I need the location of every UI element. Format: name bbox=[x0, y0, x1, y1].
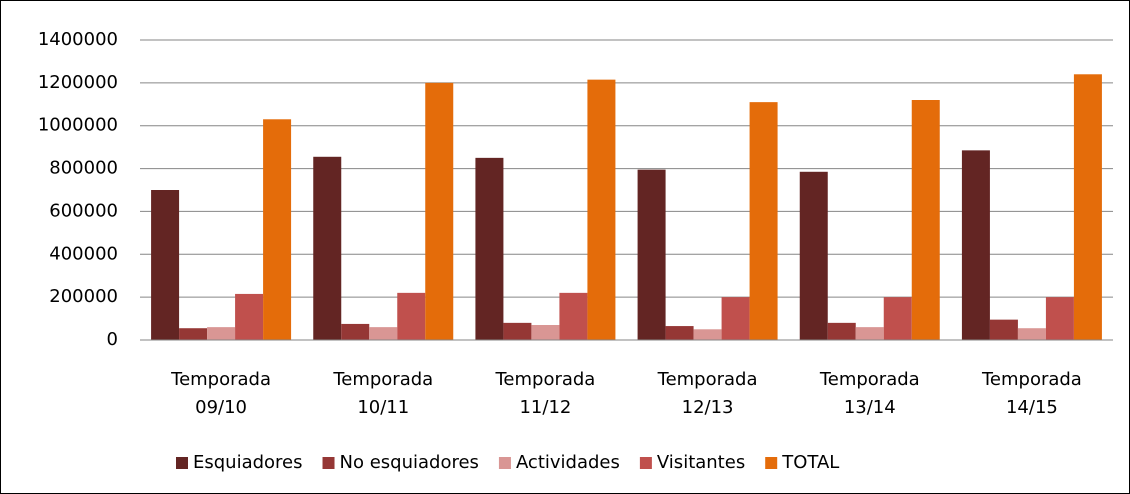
bar bbox=[503, 322, 532, 340]
y-tick-label: 400000 bbox=[49, 243, 118, 264]
bar bbox=[961, 150, 990, 340]
legend-label: Visitantes bbox=[657, 452, 745, 473]
legend-swatch bbox=[765, 457, 778, 469]
y-tick-label: 1200000 bbox=[38, 72, 118, 93]
bar bbox=[425, 82, 454, 340]
bar bbox=[341, 323, 370, 340]
legend-label: Esquiadores bbox=[193, 452, 303, 473]
bar bbox=[693, 329, 722, 340]
x-tick-label: Temporada 14/15 bbox=[981, 369, 1082, 418]
bar bbox=[559, 292, 588, 340]
bar bbox=[263, 119, 292, 341]
x-tick-label: Temporada 11/12 bbox=[494, 369, 595, 418]
bar bbox=[397, 292, 426, 340]
y-tick-label: 0 bbox=[107, 329, 118, 350]
bar bbox=[587, 79, 616, 341]
x-tick-label: Temporada 09/10 bbox=[170, 369, 271, 418]
x-tick-label: Temporada 10/11 bbox=[332, 369, 433, 418]
y-tick-label: 200000 bbox=[49, 286, 118, 307]
bar bbox=[207, 327, 236, 340]
bar bbox=[369, 327, 398, 340]
legend-label: TOTAL bbox=[781, 452, 839, 473]
bar bbox=[235, 293, 264, 340]
bar bbox=[799, 171, 828, 340]
y-tick-label: 1000000 bbox=[38, 115, 118, 136]
bar bbox=[313, 156, 342, 340]
legend-swatch bbox=[639, 457, 652, 469]
bar bbox=[855, 327, 884, 340]
bar bbox=[1073, 74, 1102, 341]
legend-swatch bbox=[322, 457, 335, 469]
legend-label: No esquiadores bbox=[340, 452, 479, 473]
bar bbox=[665, 326, 694, 340]
bar bbox=[989, 319, 1018, 340]
bar bbox=[531, 325, 560, 340]
y-tick-label: 600000 bbox=[49, 200, 118, 221]
bar bbox=[1017, 328, 1046, 340]
legend-label: Actividades bbox=[516, 452, 620, 473]
x-tick-label: Temporada 13/14 bbox=[819, 369, 920, 418]
legend-swatch bbox=[498, 457, 511, 469]
bar bbox=[637, 169, 666, 340]
bar bbox=[475, 157, 504, 340]
x-tick-label: Temporada 12/13 bbox=[657, 369, 758, 418]
bar bbox=[721, 297, 750, 340]
y-tick-label: 1400000 bbox=[38, 29, 118, 50]
bar bbox=[827, 322, 856, 340]
bar bbox=[1045, 297, 1074, 340]
legend-swatch bbox=[176, 457, 188, 469]
bar bbox=[749, 102, 778, 341]
legend: Esquiadores No esquiadores Actividades Visi… bbox=[176, 452, 839, 473]
y-tick-label: 800000 bbox=[49, 158, 118, 179]
bar bbox=[179, 328, 208, 340]
bar bbox=[911, 100, 940, 340]
bar bbox=[151, 190, 180, 340]
bar bbox=[883, 297, 912, 340]
